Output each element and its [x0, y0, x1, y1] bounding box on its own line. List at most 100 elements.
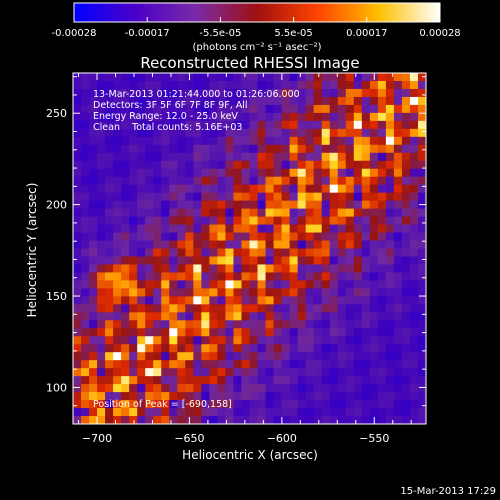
y-tick-label: 150: [46, 290, 67, 303]
heatmap-cell: [321, 208, 331, 218]
heatmap-cell: [353, 160, 363, 170]
heatmap-cell: [337, 88, 347, 98]
heatmap-cell: [257, 256, 267, 266]
heatmap-cell: [73, 160, 82, 170]
heatmap-cell: [153, 160, 162, 170]
heatmap-cell: [281, 216, 291, 226]
heatmap-cell: [225, 416, 235, 424]
heatmap-cell: [361, 104, 371, 114]
heatmap-cell: [257, 328, 267, 337]
heatmap-cell: [89, 192, 98, 202]
timestamp: 15-Mar-2013 17:29: [400, 486, 496, 497]
heatmap-cell: [105, 408, 114, 417]
heatmap-cell: [145, 120, 154, 130]
heatmap-cell: [233, 160, 243, 170]
heatmap-cell: [281, 288, 291, 297]
heatmap-cell: [289, 408, 299, 417]
heatmap-cell: [409, 120, 419, 130]
heatmap-cell: [265, 408, 275, 417]
heatmap-cell: [321, 80, 331, 90]
heatmap-cell: [89, 256, 98, 266]
heatmap-cell: [89, 112, 98, 122]
heatmap-cell: [97, 416, 106, 424]
heatmap-cell: [169, 400, 178, 409]
heatmap-cell: [193, 73, 202, 82]
heatmap-cell: [209, 376, 219, 385]
heatmap-cell: [137, 192, 146, 202]
heatmap-cell: [73, 112, 82, 122]
heatmap-cell: [225, 80, 235, 90]
heatmap-cell: [105, 248, 114, 258]
heatmap-cell: [153, 312, 162, 321]
y-tick-label: 200: [46, 199, 67, 212]
heatmap-cell: [321, 192, 331, 202]
heatmap-cell: [81, 352, 90, 361]
heatmap-cell: [249, 344, 259, 353]
heatmap-cell: [393, 96, 403, 106]
heatmap-cell: [281, 128, 291, 138]
heatmap-cell: [177, 264, 186, 274]
heatmap-cell: [185, 368, 194, 377]
heatmap-cell: [97, 112, 106, 122]
heatmap-cell: [161, 152, 170, 162]
heatmap-cell: [361, 88, 371, 98]
heatmap-cell: [329, 328, 339, 337]
heatmap-cell: [153, 336, 162, 345]
heatmap-cell: [329, 160, 339, 170]
heatmap-cell: [401, 200, 411, 210]
heatmap-cell: [209, 288, 219, 297]
heatmap-cell: [185, 312, 194, 321]
heatmap-cell: [161, 128, 170, 138]
heatmap-cell: [273, 392, 283, 401]
heatmap-cell: [377, 312, 387, 321]
heatmap-cell: [185, 280, 194, 289]
heatmap-cell: [329, 184, 339, 194]
heatmap-cell: [249, 192, 259, 202]
heatmap-cell: [105, 384, 114, 393]
heatmap-cell: [377, 96, 387, 106]
heatmap-cell: [297, 328, 307, 337]
heatmap-cell: [161, 328, 170, 337]
heatmap-cell: [377, 104, 387, 114]
heatmap-cell: [385, 296, 395, 305]
heatmap-cell: [177, 120, 186, 130]
heatmap-cell: [153, 128, 162, 138]
heatmap-cell: [249, 136, 259, 146]
heatmap-cell: [369, 240, 379, 250]
heatmap-cell: [321, 184, 331, 194]
heatmap-cell: [417, 152, 426, 162]
heatmap-cell: [417, 352, 426, 361]
heatmap-cell: [185, 176, 194, 186]
heatmap-cell: [249, 320, 259, 329]
heatmap-cell: [105, 168, 114, 178]
heatmap-cell: [345, 296, 355, 305]
heatmap-cell: [113, 280, 122, 289]
heatmap-cell: [361, 288, 371, 297]
heatmap-cell: [265, 344, 275, 353]
heatmap-cell: [265, 400, 275, 409]
heatmap-cell: [217, 144, 227, 154]
heatmap-cell: [201, 144, 210, 154]
heatmap-cell: [233, 144, 243, 154]
heatmap-cell: [145, 408, 154, 417]
heatmap-cell: [297, 304, 307, 313]
heatmap-cell: [345, 304, 355, 313]
heatmap-cell: [137, 152, 146, 162]
heatmap-cell: [89, 336, 98, 345]
heatmap-cell: [185, 192, 194, 202]
heatmap-cell: [353, 200, 363, 210]
heatmap-cell: [145, 304, 154, 313]
heatmap-cell: [281, 176, 291, 186]
heatmap-cell: [345, 112, 355, 122]
heatmap-cell: [97, 392, 106, 401]
heatmap-cell: [73, 384, 82, 393]
heatmap-cell: [145, 192, 154, 202]
heatmap-cell: [305, 184, 315, 194]
heatmap-cell: [233, 400, 243, 409]
heatmap-cell: [105, 304, 114, 313]
heatmap-cell: [129, 88, 138, 98]
heatmap-cell: [193, 112, 202, 122]
heatmap-cell: [265, 128, 275, 138]
heatmap-cell: [353, 368, 363, 377]
heatmap-cell: [305, 312, 315, 321]
